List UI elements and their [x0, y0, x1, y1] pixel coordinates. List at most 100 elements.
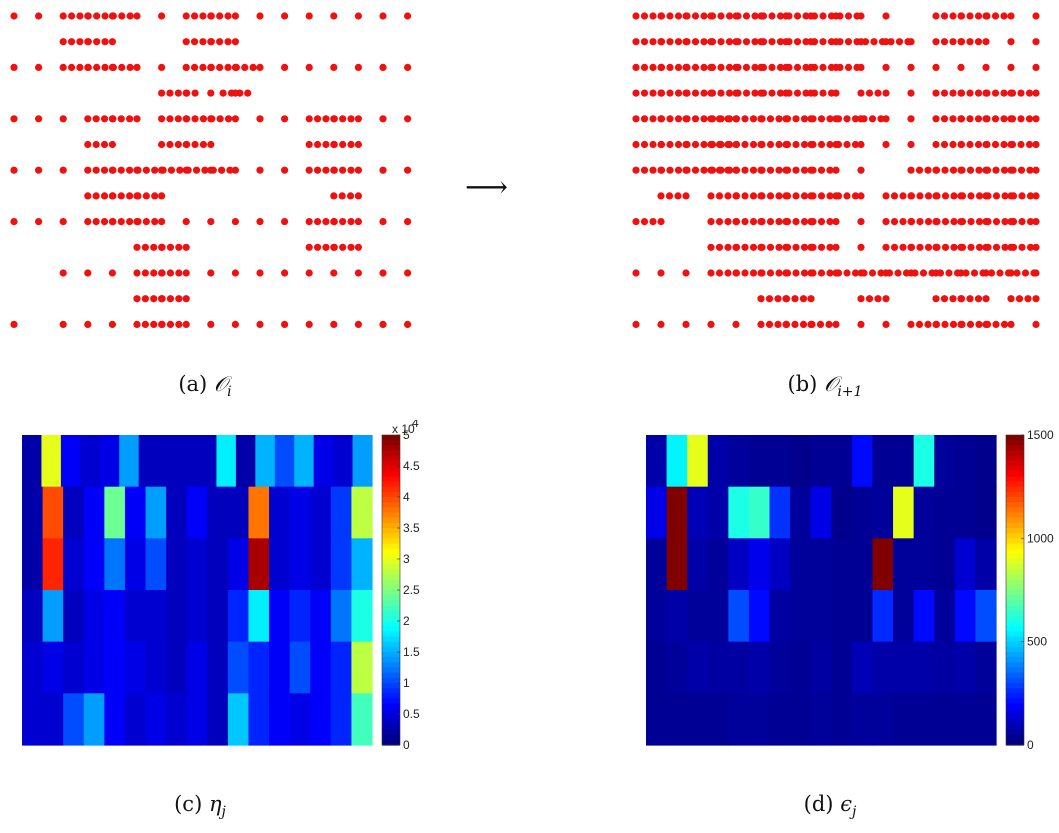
heatmap-cell [728, 486, 750, 539]
dot-marker [201, 166, 209, 174]
dot-marker [907, 115, 915, 123]
colorbar-segment [382, 693, 400, 700]
dot-marker [940, 295, 949, 303]
dot-marker [1032, 269, 1040, 277]
dot-marker [166, 140, 174, 149]
heatmap-cell [707, 641, 729, 694]
dot-marker [59, 218, 67, 226]
colorbar-segment [1006, 657, 1024, 663]
dot-marker [742, 89, 751, 97]
dot-marker [958, 243, 967, 251]
dot-marker [158, 269, 166, 277]
dot-marker [657, 269, 665, 277]
dot-marker [1000, 89, 1008, 97]
caption-d-label: (d) [803, 792, 834, 816]
dot-marker [775, 218, 783, 226]
dot-marker [632, 63, 640, 71]
dot-marker [975, 218, 984, 226]
dot-marker [775, 140, 783, 149]
colorbar-segment [382, 579, 400, 586]
dot-marker [640, 166, 649, 174]
heatmap-cell [934, 538, 956, 591]
dot-marker [809, 140, 817, 149]
dot-marker [741, 218, 749, 226]
caption-b: (b) 𝒪i+1 [745, 372, 905, 401]
dot-marker [93, 12, 101, 20]
dot-marker [1017, 115, 1025, 123]
dot-marker [224, 63, 232, 71]
dot-marker [992, 218, 1001, 226]
dot-marker [347, 166, 355, 174]
dot-marker [791, 295, 799, 303]
dot-marker [182, 320, 190, 328]
dot-marker [741, 166, 749, 174]
heatmap-cell [22, 693, 44, 746]
dot-marker [1026, 166, 1034, 174]
caption-a-math: 𝒪 [213, 372, 228, 396]
caption-b-sub: i+1 [837, 384, 863, 401]
dot-marker [281, 166, 289, 174]
colorbar-segment [1006, 646, 1024, 653]
dot-marker [877, 115, 885, 123]
heatmap-cell [63, 641, 85, 694]
heatmap-cell [22, 435, 43, 488]
colorbar-segment [1006, 450, 1024, 457]
heatmap-cell [63, 486, 85, 539]
dot-marker [657, 12, 666, 20]
colorbar-segment [382, 724, 400, 731]
dot-marker [313, 218, 322, 226]
heatmap-cell [207, 538, 229, 591]
dot-marker [843, 115, 851, 123]
dot-marker [322, 115, 330, 123]
dot-marker [793, 12, 802, 20]
dot-marker [404, 269, 412, 277]
dot-marker [1032, 140, 1040, 149]
heatmap-cell [872, 693, 894, 746]
dot-marker [305, 243, 313, 251]
heatmap-cell [790, 486, 812, 539]
dot-marker [184, 166, 192, 174]
dot-marker [166, 269, 175, 277]
dot-marker [758, 218, 766, 226]
heatmap-cell [975, 641, 997, 694]
dot-marker [354, 243, 362, 251]
dot-marker [776, 89, 785, 97]
dot-marker [882, 38, 890, 46]
dot-marker [683, 89, 691, 97]
dot-marker [354, 269, 362, 277]
heatmap-cell [769, 435, 791, 488]
dot-marker [800, 115, 809, 123]
heatmap-cell [63, 693, 85, 746]
dot-marker [354, 12, 362, 20]
dot-marker [640, 115, 649, 123]
colorbar-segment [382, 677, 400, 684]
colorbar-segment [382, 486, 400, 493]
dot-marker [844, 38, 853, 46]
dot-marker [949, 320, 958, 328]
heatmap-cell [934, 435, 956, 488]
dot-marker [665, 192, 674, 200]
dot-marker [974, 115, 983, 123]
colorbar-segment [1006, 729, 1024, 736]
dot-marker [1008, 140, 1017, 149]
dot-marker [158, 218, 166, 226]
dot-marker [766, 115, 775, 123]
colorbar-tick-label: 5 [403, 428, 410, 442]
dot-marker [281, 269, 289, 277]
heatmap-cell [22, 486, 44, 539]
dot-marker [175, 243, 183, 251]
dot-marker [966, 166, 975, 174]
colorbar-segment [1006, 631, 1024, 638]
dot-marker [857, 166, 865, 174]
dot-marker [810, 89, 819, 97]
dot-marker [950, 243, 958, 251]
dot-marker [1026, 218, 1035, 226]
dot-marker [836, 12, 844, 20]
dot-marker [792, 269, 800, 277]
heatmap-cell [42, 538, 64, 591]
heatmap-cell [954, 693, 977, 746]
dot-marker [957, 12, 966, 20]
dot-marker [717, 140, 725, 149]
dot-marker [158, 295, 166, 303]
dot-marker [133, 63, 141, 71]
